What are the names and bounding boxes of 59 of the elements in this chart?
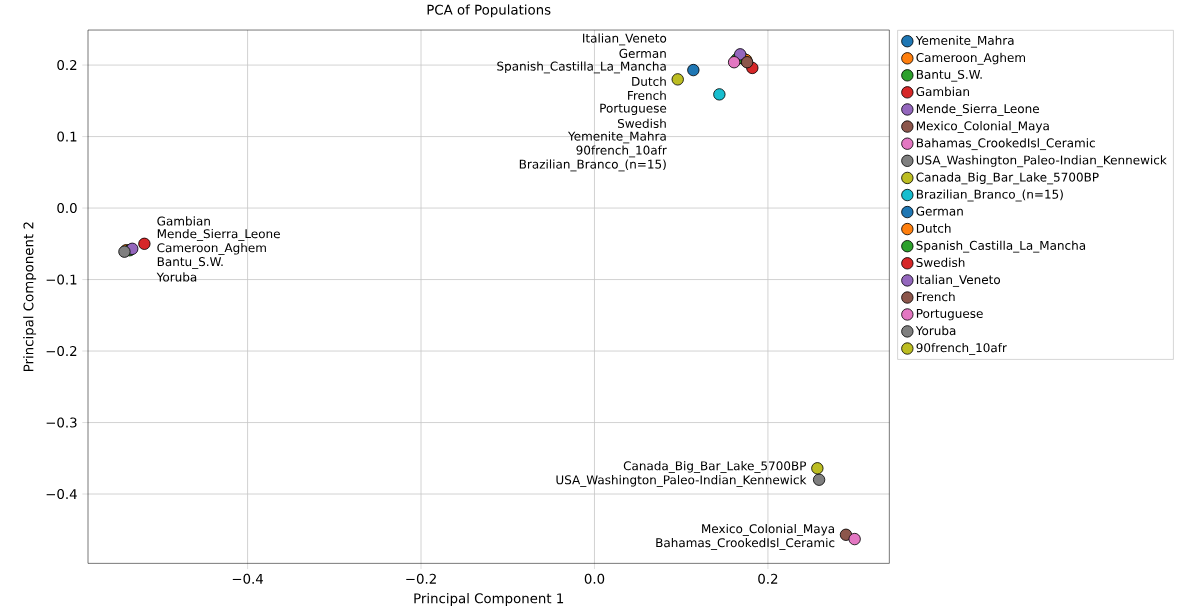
legend-label: French bbox=[916, 291, 955, 302]
legend-label: Yoruba bbox=[915, 325, 956, 335]
y-tick-label: 0.1 bbox=[57, 131, 77, 142]
legend-label: Bantu_S.W. bbox=[916, 69, 982, 82]
text: Canada_Big_Bar_Lake_5700BP bbox=[623, 460, 807, 473]
x-tick-label: −0.2 bbox=[406, 573, 436, 584]
point bbox=[138, 237, 151, 250]
point bbox=[812, 473, 826, 486]
y-tick-label: 0.2 bbox=[57, 59, 77, 70]
chart-title: PCA of Populations bbox=[427, 4, 551, 18]
y-tick-label: −0.4 bbox=[46, 488, 77, 499]
legend-label: Yemenite_Mahra bbox=[915, 35, 1014, 48]
text: Swedish bbox=[617, 118, 666, 128]
y-tick-label: −0.2 bbox=[46, 345, 77, 356]
legend-label: Mende_Sierra_Leone bbox=[916, 103, 1039, 116]
text: USA_Washington_Paleo-Indian_Kennewick bbox=[556, 474, 807, 487]
legend-label: Canada_Big_Bar_Lake_5700BP bbox=[916, 172, 1099, 185]
text: Yemenite_Mahra bbox=[567, 131, 666, 144]
point bbox=[848, 532, 861, 546]
x-tick-label: 0.2 bbox=[758, 573, 778, 584]
point bbox=[687, 63, 700, 77]
point bbox=[713, 88, 726, 101]
text: German bbox=[619, 48, 666, 58]
y-tick-label: −0.3 bbox=[46, 417, 77, 428]
x-axis-title: Principal Component 1 bbox=[414, 592, 564, 606]
text: Mexico_Colonial_Maya bbox=[702, 523, 835, 536]
legend-label: Gambian bbox=[916, 86, 969, 96]
text: French bbox=[628, 90, 666, 100]
x-tick-label: 0.0 bbox=[584, 573, 605, 584]
text: Brazilian_Branco_(n=15) bbox=[519, 159, 666, 172]
text: Gambian bbox=[157, 216, 210, 226]
text: Bantu_S.W. bbox=[157, 256, 223, 269]
point bbox=[811, 461, 824, 475]
text: Cameroon_Aghem bbox=[157, 242, 266, 255]
legend-label: Cameroon_Aghem bbox=[916, 52, 1025, 65]
text: Italian_Veneto bbox=[583, 33, 667, 46]
y-tick-label: −0.1 bbox=[46, 274, 77, 285]
legend-label: Bahamas_CrookedIsl_Ceramic bbox=[916, 137, 1095, 150]
text: Portuguese bbox=[600, 103, 667, 115]
y-tick-label: 0.0 bbox=[57, 202, 77, 213]
legend-label: Swedish bbox=[916, 257, 965, 267]
text: Mende_Sierra_Leone bbox=[157, 228, 280, 241]
legend-label: Spanish_Castilla_La_Mancha bbox=[916, 240, 1086, 253]
legend-label: Mexico_Colonial_Maya bbox=[916, 120, 1049, 133]
x-tick-label: −0.4 bbox=[232, 573, 264, 584]
legend-label: USA_Washington_Paleo-Indian_Kennewick bbox=[916, 155, 1167, 168]
text: Yoruba bbox=[156, 272, 197, 282]
legend-label: Italian_Veneto bbox=[916, 274, 1001, 287]
legend-label: German bbox=[916, 206, 963, 216]
text: 90french_10afr bbox=[576, 145, 667, 158]
legend-label: Brazilian_Branco_(n=15) bbox=[916, 189, 1063, 202]
text: Spanish_Castilla_La_Mancha bbox=[497, 61, 666, 74]
text: Dutch bbox=[632, 76, 666, 86]
point bbox=[671, 73, 684, 86]
y-axis-title: Principal Component 2 bbox=[23, 222, 37, 371]
text: Bahamas_CrookedIsl_Ceramic bbox=[656, 537, 835, 550]
legend-label: Dutch bbox=[916, 223, 951, 233]
legend-label: Portuguese bbox=[916, 308, 983, 321]
legend-label: 90french_10afr bbox=[916, 342, 1007, 355]
